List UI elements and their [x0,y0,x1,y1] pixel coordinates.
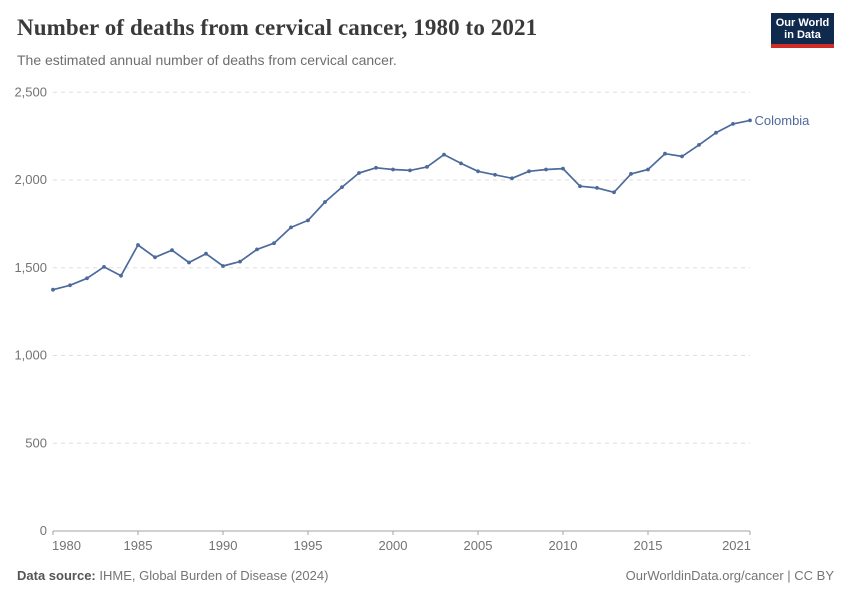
data-point [102,265,106,269]
data-point [510,176,514,181]
data-point [238,259,242,264]
owid-logo-stripe [771,44,834,48]
data-point [357,171,361,175]
data-point [187,260,191,265]
data-point [476,169,480,174]
data-point [663,151,667,156]
data-point [51,287,55,292]
data-point [289,225,293,230]
data-point [714,130,718,135]
data-point [153,255,157,260]
data-point [323,200,327,204]
footer-link[interactable]: OurWorldinData.org/cancer | CC BY [625,568,834,583]
data-line [52,119,751,291]
owid-logo-box: Our World in Data [771,13,834,44]
chart-title: Number of deaths from cervical cancer, 1… [17,15,538,40]
footer-datasource-label: Data source: [17,568,96,583]
data-point [374,165,378,170]
data-point [612,190,616,195]
data-point [391,167,395,172]
series-end-label: Colombia [755,113,811,128]
data-point [119,273,123,278]
data-point [748,118,752,123]
data-point [272,241,276,246]
owid-logo[interactable]: Our World in Data [771,13,834,48]
data-point [442,152,446,157]
data-point [68,283,72,288]
data-point [255,247,259,252]
data-point [629,172,633,176]
y-tick-label: 1,000 [14,348,47,363]
data-point [544,167,548,172]
x-tick-label: 2010 [549,538,578,553]
x-tick-label: 1995 [294,538,323,553]
x-tick-label: 1990 [209,538,238,553]
footer-datasource: Data source: IHME, Global Burden of Dise… [17,568,328,583]
y-tick-label: 2,000 [14,172,47,187]
y-tick-label: 1,500 [14,260,47,275]
y-tick-label: 500 [25,435,47,450]
x-tick-label: 1980 [52,538,81,553]
data-point [578,184,582,189]
owid-logo-line2: in Data [784,29,821,41]
data-point [221,264,225,268]
data-point [408,168,412,173]
x-tick-label: 2015 [634,538,663,553]
data-point [306,218,310,223]
chart-subtitle: The estimated annual number of deaths fr… [17,52,397,68]
x-tick-label: 2000 [379,538,408,553]
data-point [136,243,140,247]
data-point [204,251,208,256]
data-point [493,172,497,177]
y-tick-label: 0 [40,523,47,538]
data-point [595,186,599,190]
owid-logo-line1: Our World [775,17,830,29]
data-point [527,169,531,174]
data-point [85,276,89,281]
data-point [697,143,701,147]
data-point [561,166,565,171]
data-point [425,165,429,169]
x-tick-label: 1985 [124,538,153,553]
data-point [170,248,174,253]
x-tick-label: 2021 [722,538,751,553]
data-point [459,161,463,166]
data-point [680,154,684,159]
data-point [340,185,344,190]
x-tick-label: 2005 [464,538,493,553]
footer-datasource-value: IHME, Global Burden of Disease (2024) [95,568,329,583]
y-tick-label: 2,500 [14,84,47,99]
data-point [646,167,650,172]
data-point [731,122,735,126]
